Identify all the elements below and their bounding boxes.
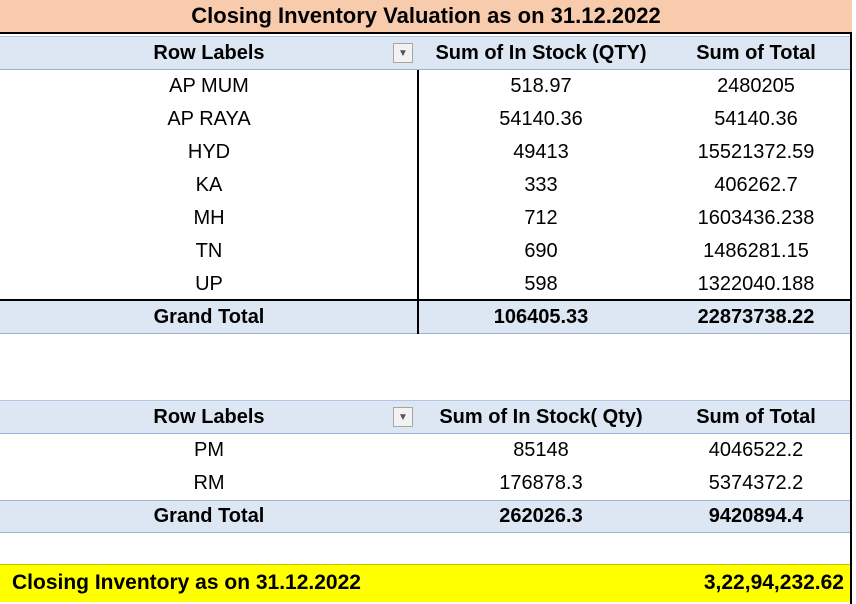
row-qty: 54140.36 (499, 108, 583, 130)
table1-grand-total-row (0, 299, 850, 334)
table2-header-row-labels[interactable]: Row Labels (153, 405, 265, 428)
row-total: 1603436.238 (697, 207, 815, 229)
table1-header-qty[interactable]: Sum of In Stock (QTY) (435, 41, 647, 64)
table2-grand-total-row (0, 500, 850, 533)
row-label: UP (195, 273, 223, 295)
row-qty: 690 (524, 240, 558, 262)
row-qty: 333 (524, 174, 558, 196)
table1-header-row-labels[interactable]: Row Labels (153, 41, 265, 64)
row-total: 4046522.2 (708, 439, 804, 461)
row-qty: 712 (524, 207, 558, 229)
filter-dropdown-icon[interactable]: ▼ (393, 43, 413, 63)
row-label: HYD (187, 141, 231, 163)
row-label: MH (193, 207, 225, 229)
row-total: 1486281.15 (703, 240, 809, 262)
row-total: 15521372.59 (697, 141, 815, 163)
row-total: 54140.36 (714, 108, 798, 130)
closing-inventory-row (0, 564, 850, 602)
row-qty: 49413 (513, 141, 569, 163)
row-label: AP MUM (169, 75, 249, 97)
grand-total-label: Grand Total (153, 306, 265, 328)
table1-total-divider (417, 301, 419, 334)
sheet-right-border (850, 0, 852, 604)
row-total: 406262.7 (714, 174, 798, 196)
row-total: 1322040.188 (697, 273, 815, 295)
row-label: TN (195, 240, 223, 262)
grand-total-qty: 106405.33 (493, 306, 589, 328)
grand-total-qty: 262026.3 (499, 505, 583, 527)
grand-total-label: Grand Total (153, 505, 265, 527)
row-label: AP RAYA (167, 108, 251, 130)
table2-header-qty[interactable]: Sum of In Stock( Qty) (439, 405, 643, 428)
table1-header-row (0, 36, 850, 70)
row-total: 2480205 (717, 75, 795, 97)
table1-column-divider (417, 70, 419, 334)
closing-inventory-value: 3,22,94,232.62 (703, 571, 844, 594)
row-qty: 176878.3 (499, 472, 583, 494)
report-title: Closing Inventory Valuation as on 31.12.… (0, 0, 852, 34)
closing-inventory-label: Closing Inventory as on 31.12.2022 (12, 571, 361, 594)
table2-header-total[interactable]: Sum of Total (696, 405, 816, 428)
row-total: 5374372.2 (708, 472, 804, 494)
row-qty: 598 (524, 273, 558, 295)
filter-dropdown-icon[interactable]: ▼ (393, 407, 413, 427)
row-label: PM (194, 439, 224, 461)
grand-total-amount: 9420894.4 (708, 505, 804, 527)
row-qty: 85148 (513, 439, 569, 461)
row-qty: 518.97 (510, 75, 572, 97)
row-label: KA (195, 174, 223, 196)
table2-header-row (0, 400, 850, 434)
row-label: RM (193, 472, 225, 494)
table1-header-total[interactable]: Sum of Total (696, 41, 816, 64)
report-title-text: Closing Inventory Valuation as on 31.12.… (191, 3, 661, 28)
grand-total-amount: 22873738.22 (697, 306, 815, 328)
